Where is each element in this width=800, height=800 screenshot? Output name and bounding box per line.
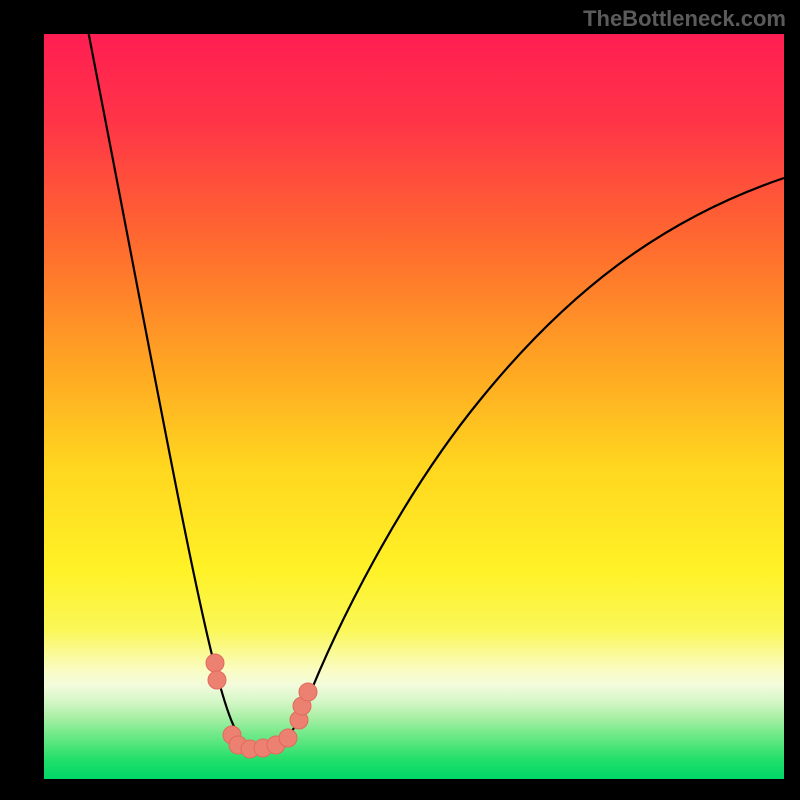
marker-dot xyxy=(206,654,224,672)
watermark-text: TheBottleneck.com xyxy=(583,6,786,32)
bottleneck-chart xyxy=(0,0,800,800)
marker-dot xyxy=(208,671,226,689)
gradient-plot-area xyxy=(44,34,784,779)
marker-dot xyxy=(279,729,297,747)
marker-dot xyxy=(299,683,317,701)
